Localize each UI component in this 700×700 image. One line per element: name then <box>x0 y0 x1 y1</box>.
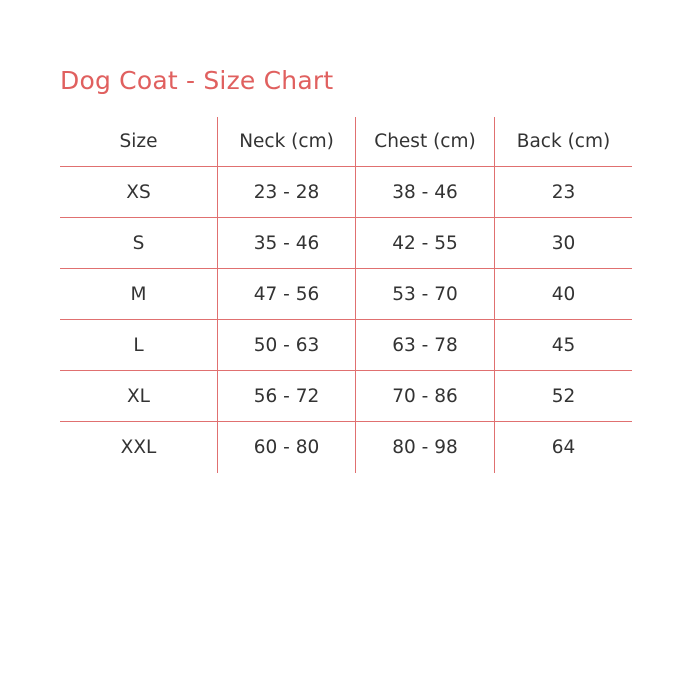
header-neck: Neck (cm) <box>217 117 355 166</box>
cell-chest: 63 - 78 <box>355 320 494 370</box>
table-row: L 50 - 63 63 - 78 45 <box>60 320 632 371</box>
cell-back: 45 <box>494 320 632 370</box>
cell-chest: 42 - 55 <box>355 218 494 268</box>
cell-size: XS <box>126 181 151 203</box>
table-row: XS 23 - 28 38 - 46 23 <box>60 167 632 218</box>
cell-back: 52 <box>494 371 632 421</box>
cell-back: 30 <box>494 218 632 268</box>
cell-back: 64 <box>494 422 632 473</box>
table-row: XXL 60 - 80 80 - 98 64 <box>60 422 632 473</box>
cell-chest: 38 - 46 <box>355 167 494 217</box>
cell-neck: 23 - 28 <box>217 167 355 217</box>
cell-neck: 47 - 56 <box>217 269 355 319</box>
header-chest: Chest (cm) <box>355 117 494 166</box>
cell-chest: 80 - 98 <box>355 422 494 473</box>
table-row: M 47 - 56 53 - 70 40 <box>60 269 632 320</box>
cell-neck: 35 - 46 <box>217 218 355 268</box>
cell-size: M <box>130 283 147 305</box>
table-row: S 35 - 46 42 - 55 30 <box>60 218 632 269</box>
table-header-row: Size Neck (cm) Chest (cm) Back (cm) <box>60 117 632 167</box>
page-title: Dog Coat - Size Chart <box>60 66 334 95</box>
cell-neck: 56 - 72 <box>217 371 355 421</box>
cell-neck: 60 - 80 <box>217 422 355 473</box>
cell-back: 23 <box>494 167 632 217</box>
cell-size: XL <box>127 385 150 407</box>
cell-chest: 53 - 70 <box>355 269 494 319</box>
cell-size: L <box>133 334 144 356</box>
cell-size: S <box>132 232 145 254</box>
header-size: Size <box>119 131 158 152</box>
cell-neck: 50 - 63 <box>217 320 355 370</box>
size-chart-table: Size Neck (cm) Chest (cm) Back (cm) XS 23 - 2… <box>60 117 632 473</box>
table-row: XL 56 - 72 70 - 86 52 <box>60 371 632 422</box>
cell-size: XXL <box>120 437 157 458</box>
cell-chest: 70 - 86 <box>355 371 494 421</box>
cell-back: 40 <box>494 269 632 319</box>
header-back: Back (cm) <box>494 117 632 166</box>
